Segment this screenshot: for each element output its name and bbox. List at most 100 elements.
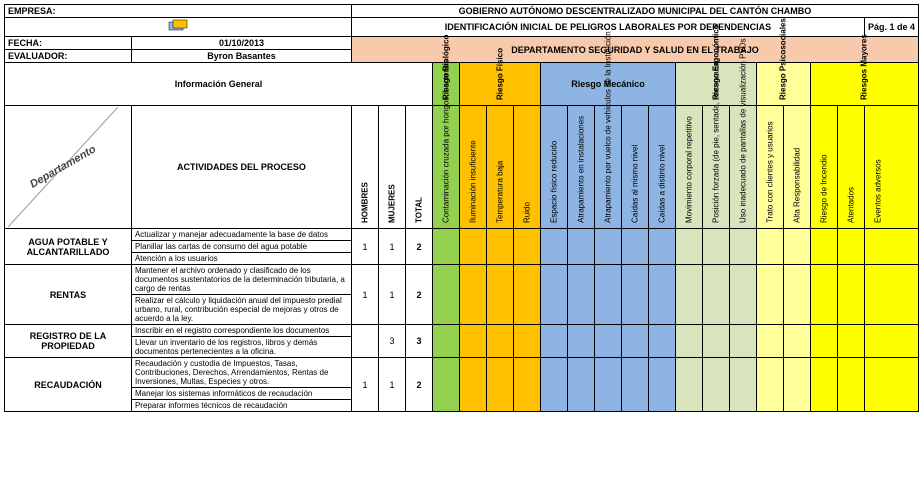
risk-cell: [837, 358, 864, 412]
risk-cell: [486, 265, 513, 325]
col-may1: Riesgo de Incendio: [810, 106, 837, 229]
department-bar: DEPARTAMENTO SEGURIDAD Y SALUD EN EL TRA…: [351, 37, 918, 63]
risk-cell: [864, 325, 918, 358]
risk-cell: [513, 229, 540, 265]
risk-cell: [648, 325, 675, 358]
table-row: AGUA POTABLE Y ALCANTARILLADOActualizar …: [5, 229, 919, 241]
risk-cell: [729, 325, 756, 358]
risk-cell: [513, 325, 540, 358]
cat-mayores: Riesgos Mayores: [810, 63, 918, 106]
risk-cell: [459, 358, 486, 412]
risk-cell: [621, 229, 648, 265]
risk-cell: [783, 325, 810, 358]
risk-cell: [594, 229, 621, 265]
risk-cell: [648, 229, 675, 265]
dept-name-cell: RENTAS: [5, 265, 132, 325]
mujeres-cell: 1: [378, 229, 405, 265]
risk-cell: [783, 229, 810, 265]
risk-cell: [783, 358, 810, 412]
risk-cell: [837, 325, 864, 358]
risk-cell: [540, 325, 567, 358]
activity-cell: Actualizar y manejar adecuadamente la ba…: [131, 229, 351, 241]
hombres-cell: 1: [351, 358, 378, 412]
total-cell: 2: [405, 265, 432, 325]
risk-cell: [675, 325, 702, 358]
risk-cell: [567, 229, 594, 265]
dept-name-cell: REGISTRO DE LA PROPIEDAD: [5, 325, 132, 358]
activity-cell: Inscribir en el registro correspondiente…: [131, 325, 351, 337]
risk-cell: [810, 229, 837, 265]
col-erg3: Uso inadecuado de pantallas de visualiza…: [729, 106, 756, 229]
table-row: RECAUDACIÓNRecaudación y custodia de Imp…: [5, 358, 919, 388]
hombres-cell: [351, 325, 378, 358]
activity-cell: Atención a los usuarios: [131, 253, 351, 265]
activity-cell: Planillar las cartas de consumo del agua…: [131, 241, 351, 253]
total-cell: 3: [405, 325, 432, 358]
risk-cell: [486, 358, 513, 412]
risk-cell: [648, 358, 675, 412]
mujeres-cell: 3: [378, 325, 405, 358]
risk-cell: [513, 358, 540, 412]
evaluador-value: Byron Basantes: [131, 50, 351, 63]
risk-cell: [540, 265, 567, 325]
risk-cell: [432, 358, 459, 412]
total-header: TOTAL: [405, 106, 432, 229]
col-mec1: Espacio físico reducido: [540, 106, 567, 229]
col-fis1: Iluminación insuficiente: [459, 106, 486, 229]
activity-cell: Manejar los sistemas informáticos de rec…: [131, 388, 351, 400]
risk-cell: [675, 229, 702, 265]
risk-cell: [837, 265, 864, 325]
evaluador-label: EVALUADOR:: [5, 50, 132, 63]
risk-cell: [756, 229, 783, 265]
col-mec5: Caídas a distinto nivel: [648, 106, 675, 229]
dept-name-cell: AGUA POTABLE Y ALCANTARILLADO: [5, 229, 132, 265]
risk-cell: [594, 265, 621, 325]
risk-cell: [459, 325, 486, 358]
risk-cell: [594, 358, 621, 412]
hazard-matrix-table: EMPRESA: GOBIERNO AUTÓNOMO DESCENTRALIZA…: [4, 4, 919, 412]
fecha-label: FECHA:: [5, 37, 132, 50]
total-cell: 2: [405, 229, 432, 265]
risk-cell: [432, 325, 459, 358]
empresa-icon: [5, 18, 352, 37]
risk-cell: [756, 325, 783, 358]
activity-cell: Preparar informes técnicos de recaudació…: [131, 400, 351, 412]
col-mec3: Atrapamiento por vuelco de vehículos de …: [594, 106, 621, 229]
risk-cell: [432, 265, 459, 325]
activity-cell: Recaudación y custodia de Impuestos, Tas…: [131, 358, 351, 388]
risk-cell: [810, 325, 837, 358]
risk-cell: [594, 325, 621, 358]
risk-cell: [756, 358, 783, 412]
risk-cell: [459, 229, 486, 265]
risk-cell: [567, 265, 594, 325]
cat-psicosociales: Riesgo Psicosociales: [756, 63, 810, 106]
risk-cell: [864, 358, 918, 412]
risk-cell: [702, 265, 729, 325]
mujeres-cell: 1: [378, 358, 405, 412]
risk-cell: [621, 325, 648, 358]
col-mec4: Caídas al mismo nivel: [621, 106, 648, 229]
mujeres-cell: 1: [378, 265, 405, 325]
risk-cell: [837, 229, 864, 265]
risk-cell: [702, 325, 729, 358]
risk-cell: [729, 229, 756, 265]
risk-cell: [459, 265, 486, 325]
col-fis2: Temperatura baja: [486, 106, 513, 229]
table-row: REGISTRO DE LA PROPIEDADInscribir en el …: [5, 325, 919, 337]
risk-cell: [486, 325, 513, 358]
risk-cell: [567, 325, 594, 358]
fecha-value: 01/10/2013: [131, 37, 351, 50]
risk-cell: [540, 229, 567, 265]
col-erg2: Posición forzada (de pie, sentada, encor…: [702, 106, 729, 229]
risk-cell: [540, 358, 567, 412]
actividades-header: ACTIVIDADES DEL PROCESO: [131, 106, 351, 229]
risk-cell: [729, 265, 756, 325]
info-general-header: Información General: [5, 63, 433, 106]
cat-fisico: Riesgo Físico: [459, 63, 540, 106]
col-fis3: Ruido: [513, 106, 540, 229]
mujeres-header: MUJERES: [378, 106, 405, 229]
risk-cell: [432, 229, 459, 265]
activity-cell: Llevar un inventario de los registros, l…: [131, 337, 351, 358]
dept-name-cell: RECAUDACIÓN: [5, 358, 132, 412]
risk-cell: [729, 358, 756, 412]
